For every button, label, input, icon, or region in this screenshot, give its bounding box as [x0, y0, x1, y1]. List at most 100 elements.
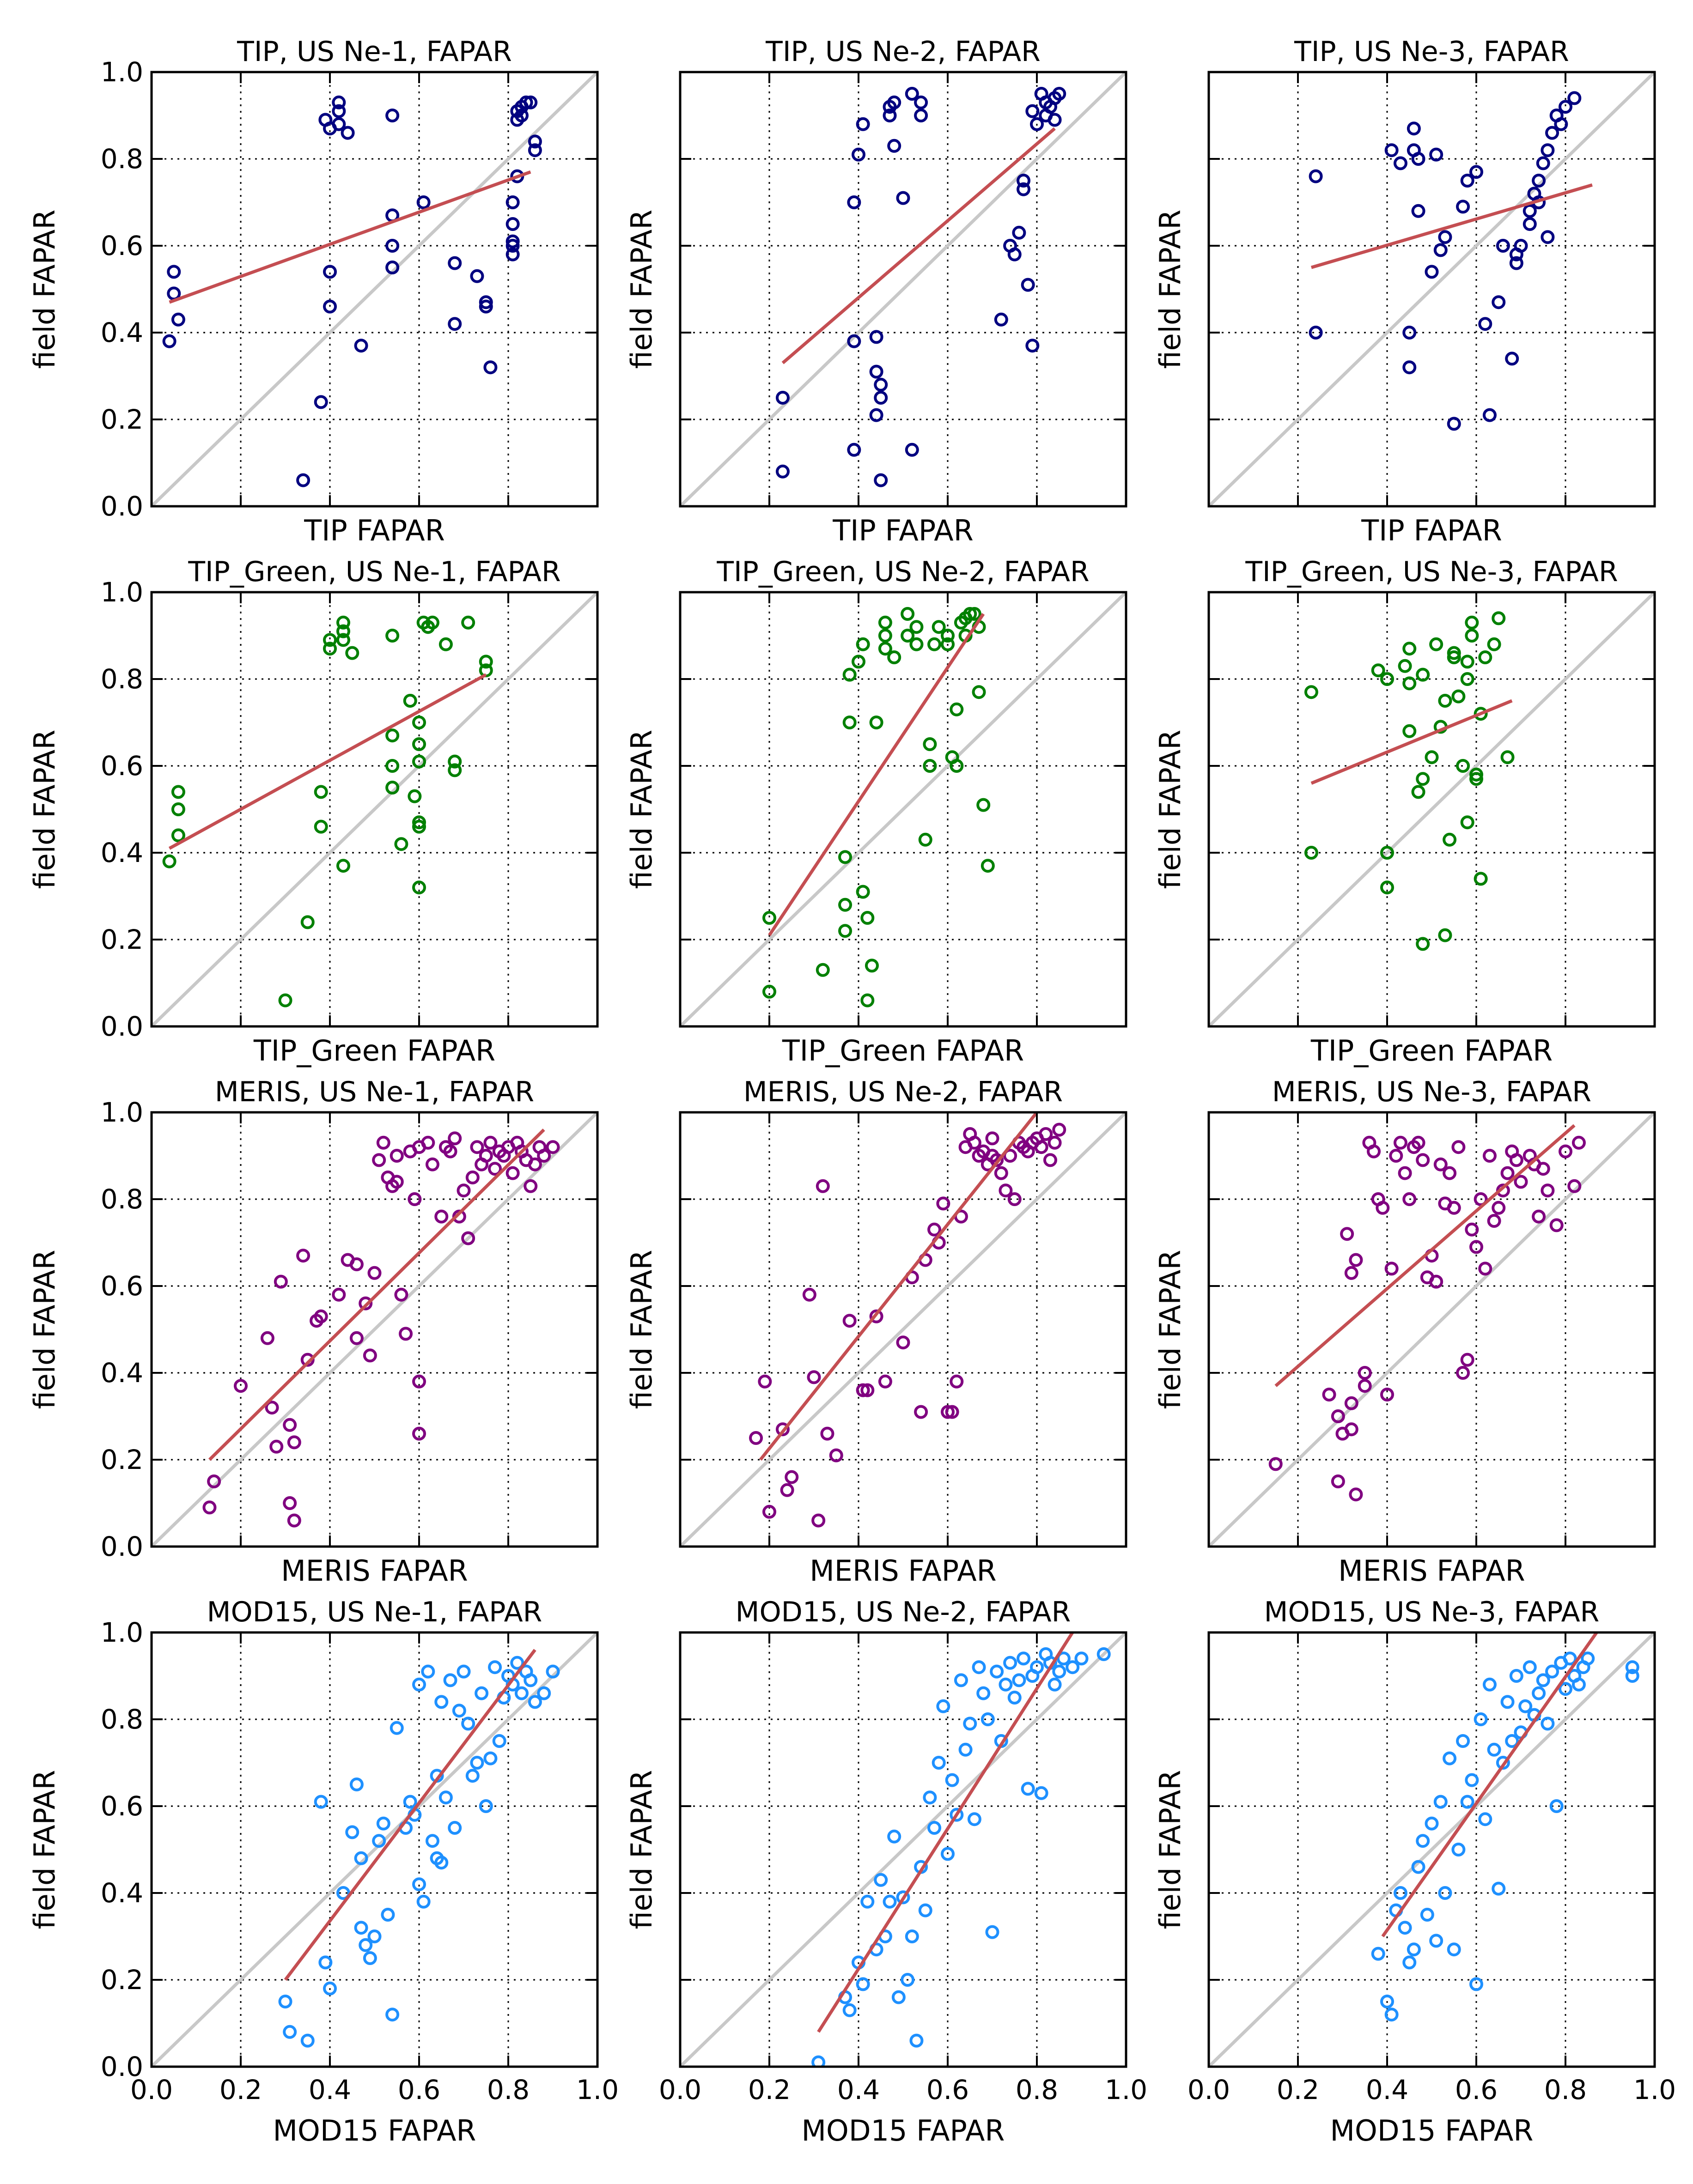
data-point — [1376, 1201, 1390, 1215]
data-point — [448, 754, 462, 769]
data-point — [838, 924, 853, 938]
data-point — [927, 1222, 942, 1237]
data-point — [1509, 256, 1523, 270]
data-point — [856, 1977, 870, 1991]
data-point — [780, 1483, 794, 1497]
data-point — [1433, 1157, 1448, 1171]
data-point — [1017, 174, 1031, 188]
data-point — [505, 239, 520, 253]
data-point — [869, 716, 883, 729]
y-axis-label: field FAPAR — [1153, 730, 1187, 889]
data-point — [856, 637, 870, 651]
data-point — [1416, 772, 1430, 786]
data-point — [278, 993, 292, 1007]
data-point — [381, 1908, 395, 1922]
data-point — [461, 1231, 475, 1245]
data-point — [300, 2033, 315, 2048]
data-point — [887, 650, 901, 664]
data-point — [171, 802, 185, 816]
data-point — [1304, 685, 1318, 699]
y-tick-label: 0.0 — [101, 1531, 143, 1562]
subplot-2-1: MERIS, US Ne-2, FAPAR MERIS FAPAR field FA… — [625, 1076, 1127, 1588]
data-point — [878, 629, 892, 643]
data-point — [842, 1314, 857, 1328]
data-point — [816, 1179, 830, 1193]
x-tick-label: 1.0 — [1633, 2074, 1676, 2105]
data-point — [412, 716, 426, 729]
identity-line — [1209, 592, 1655, 1026]
data-point — [1478, 1262, 1492, 1276]
x-tick-label: 0.4 — [1366, 2074, 1408, 2105]
data-point — [1416, 937, 1430, 951]
subplot-title: MOD15, US Ne-3, FAPAR — [1264, 1596, 1600, 1628]
x-axis-label: TIP FAPAR — [304, 514, 445, 547]
data-point — [1460, 1353, 1474, 1367]
data-point — [869, 330, 883, 344]
data-point — [394, 1287, 408, 1302]
y-tick-label: 1.0 — [101, 56, 143, 88]
data-point — [909, 637, 924, 651]
data-point — [1474, 1712, 1488, 1726]
data-point — [985, 1131, 999, 1146]
data-point — [1496, 239, 1510, 253]
data-point — [1492, 611, 1506, 625]
data-point — [1393, 1135, 1407, 1150]
y-tick-label: 1.0 — [101, 1097, 143, 1128]
data-point — [318, 1955, 333, 1970]
x-tick-label: 0.6 — [398, 2074, 440, 2105]
data-point — [1411, 1135, 1425, 1150]
data-point — [1425, 1816, 1439, 1831]
data-point — [1056, 1651, 1071, 1666]
data-point — [994, 1166, 1008, 1180]
y-tick-label: 0.8 — [101, 663, 143, 695]
data-point — [909, 620, 924, 634]
data-point — [390, 1175, 404, 1189]
data-point — [1429, 147, 1443, 162]
data-point — [546, 1140, 560, 1154]
data-point — [1074, 1651, 1089, 1666]
data-point — [349, 1331, 364, 1345]
data-point — [1536, 1162, 1550, 1176]
data-point — [367, 1266, 382, 1280]
data-point — [1309, 326, 1323, 340]
axes-frame — [150, 71, 599, 508]
data-point — [1492, 295, 1506, 309]
data-point — [1487, 1742, 1501, 1757]
y-tick-label: 0.4 — [101, 317, 143, 348]
data-point — [1393, 1886, 1407, 1900]
data-point — [1322, 1388, 1336, 1401]
data-point — [1469, 1977, 1483, 1991]
data-point — [1465, 1773, 1479, 1787]
data-point — [448, 1821, 462, 1835]
data-point — [1460, 672, 1474, 686]
data-point — [914, 95, 928, 109]
data-point — [403, 694, 417, 708]
subplot-1-0: 0.0 0.2 0.4 0.6 0.8 1.0 TIP_Green, US Ne-1, FA… — [28, 556, 599, 1068]
subplot-3-2: 0.0 0.2 0.4 0.6 0.8 1.0 MOD15, US Ne-3, FAPAR M… — [1153, 1596, 1676, 2148]
data-point — [399, 1327, 413, 1341]
data-point — [1384, 2008, 1399, 2022]
data-point — [1034, 1786, 1048, 1800]
data-point — [385, 261, 400, 274]
data-point — [1047, 113, 1062, 127]
data-point — [963, 1717, 977, 1731]
data-point — [385, 109, 400, 122]
data-point — [972, 685, 986, 699]
data-point — [874, 1873, 888, 1887]
data-point — [1478, 1812, 1492, 1826]
data-point — [887, 1829, 901, 1844]
data-point — [314, 1309, 328, 1323]
data-point — [847, 334, 861, 348]
data-point — [505, 234, 520, 249]
data-point — [416, 1894, 431, 1909]
data-point — [936, 1699, 950, 1713]
data-point — [980, 1712, 995, 1726]
x-tick-label: 0.6 — [1455, 2074, 1498, 2105]
data-point — [336, 1886, 350, 1900]
data-point — [1438, 230, 1452, 244]
data-point — [448, 1131, 462, 1146]
data-point — [775, 1422, 790, 1437]
data-point — [528, 134, 542, 149]
data-point — [390, 1721, 404, 1735]
y-tick-label: 0.6 — [101, 1270, 143, 1302]
